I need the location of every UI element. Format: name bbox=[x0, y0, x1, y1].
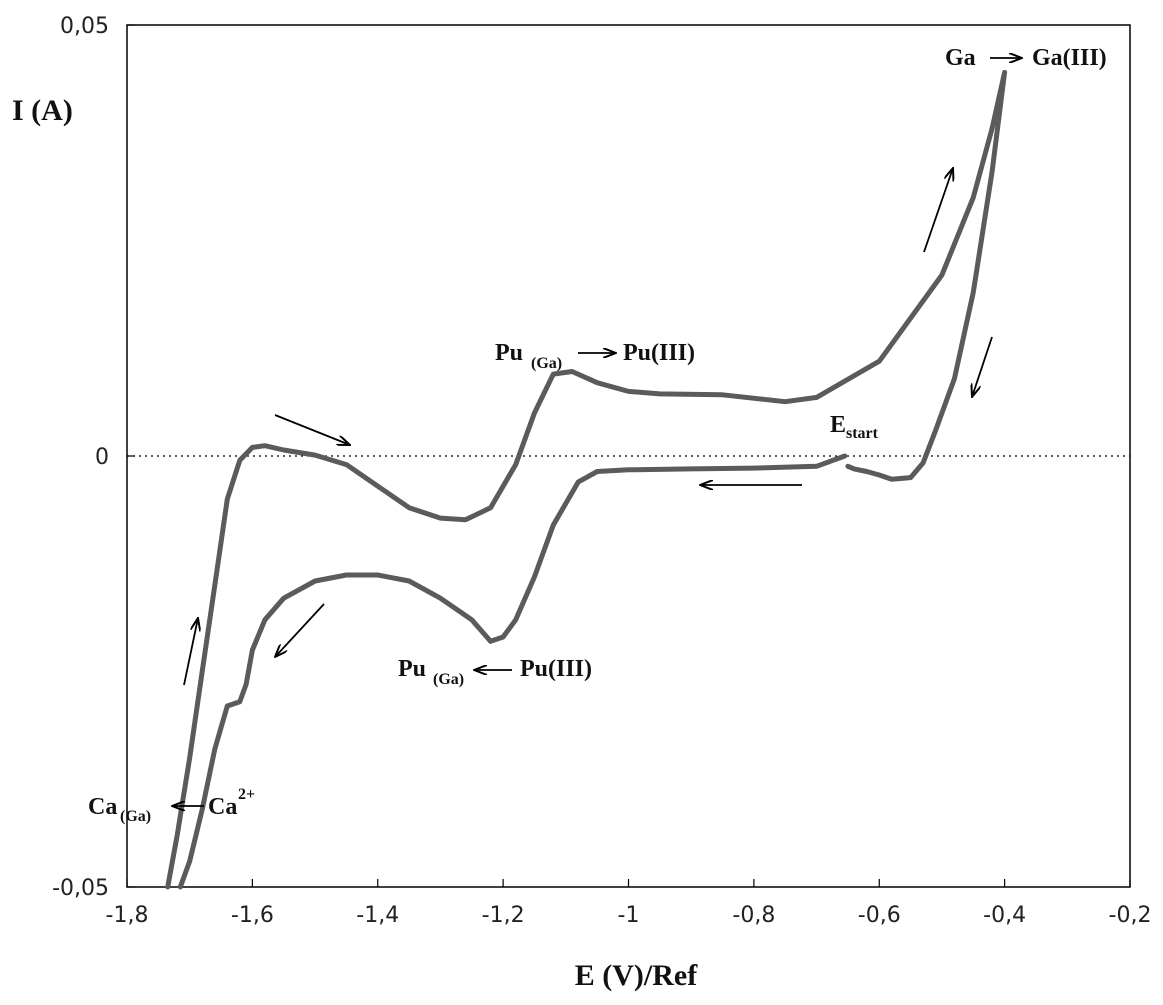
arrow-up-right bbox=[923, 168, 953, 253]
x-tick-label: -1,2 bbox=[482, 903, 525, 928]
x-tick-label: -1 bbox=[618, 903, 640, 928]
annotation-ca-ion-sup: 2+ bbox=[238, 786, 255, 803]
scan-direction-arrows bbox=[172, 58, 1022, 806]
arrow-up bbox=[183, 618, 198, 686]
x-tick-label: -1,6 bbox=[231, 903, 274, 928]
cv-curve-segment-2 bbox=[165, 69, 1008, 890]
x-tick-label: -1,4 bbox=[356, 903, 399, 928]
x-tick-label: -0,6 bbox=[858, 903, 901, 928]
x-tick-label: -0,2 bbox=[1109, 903, 1152, 928]
annotation-pu-ox: Pu bbox=[495, 340, 523, 366]
annotation-pu-red-source: Pu(III) bbox=[520, 656, 592, 682]
y-tick-label: 0,05 bbox=[60, 14, 109, 39]
y-tick-label: -0,05 bbox=[52, 876, 109, 901]
arrow-diag-right bbox=[274, 414, 350, 445]
arrow-down-left bbox=[275, 603, 325, 657]
annotation-estart-sub: start bbox=[846, 425, 879, 442]
x-axis-title: E (V)/Ref bbox=[575, 959, 698, 992]
x-tick-label: -1,8 bbox=[106, 903, 149, 928]
series-layer bbox=[165, 69, 1008, 890]
annotation-ca: Ca bbox=[88, 794, 117, 820]
y-axis-ticks: -0,05 0 0,05 bbox=[52, 14, 135, 901]
annotation-pu-red-sub: (Ga) bbox=[433, 671, 464, 688]
annotation-pu-ox-sub: (Ga) bbox=[531, 355, 562, 372]
x-axis-ticks: -1,8 -1,6 -1,4 -1,2 -1 -0,8 -0,6 -0,4 -0,2 bbox=[106, 879, 1152, 928]
annotation-ga-iii: Ga(III) bbox=[1032, 45, 1107, 71]
annotation-ca-sub: (Ga) bbox=[120, 808, 151, 825]
annotation-ca-ion: Ca bbox=[208, 794, 237, 820]
x-tick-label: -0,8 bbox=[732, 903, 775, 928]
annotation-pu-red: Pu bbox=[398, 656, 426, 682]
annotation-estart: E bbox=[830, 412, 846, 438]
annotation-ga: Ga bbox=[945, 45, 976, 71]
cv-curve-segment-1 bbox=[177, 453, 848, 890]
arrow-down-right bbox=[972, 336, 993, 397]
y-tick-label: 0 bbox=[95, 445, 109, 470]
x-tick-label: -0,4 bbox=[983, 903, 1026, 928]
annotation-pu-ox-product: Pu(III) bbox=[623, 340, 695, 366]
y-axis-title: I (A) bbox=[12, 94, 73, 127]
